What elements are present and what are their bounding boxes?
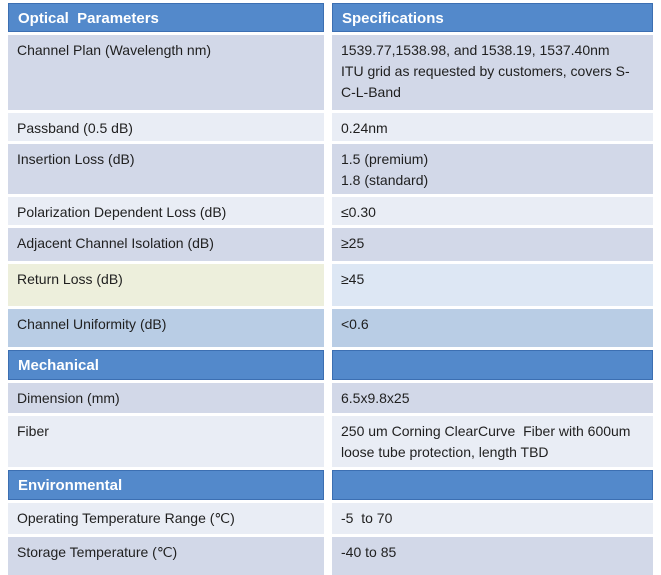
spec-cell: -5 to 70 (332, 503, 653, 534)
spec-cell: ≥45 (332, 264, 653, 306)
spec-cell: 250 um Corning ClearCurve Fiber with 600… (332, 416, 653, 467)
table-row-polarization-dependent-loss: Polarization Dependent Loss (dB) ≤0.30 (8, 197, 653, 225)
table-row-operating-temperature: Operating Temperature Range (℃) -5 to 70 (8, 503, 653, 534)
param-cell: Storage Temperature (℃) (8, 537, 324, 575)
section-title: Environmental (8, 470, 324, 500)
spec-cell: 6.5x9.8x25 (332, 383, 653, 413)
spec-cell: 1.5 (premium) 1.8 (standard) (332, 144, 653, 194)
spec-table: Optical Parameters Specifications Channe… (8, 3, 653, 575)
table-row-dimension: Dimension (mm) 6.5x9.8x25 (8, 383, 653, 413)
param-cell: Operating Temperature Range (℃) (8, 503, 324, 534)
section-header-mechanical: Mechanical (8, 350, 653, 380)
table-row-adjacent-channel-isolation: Adjacent Channel Isolation (dB) ≥25 (8, 228, 653, 261)
param-cell: Polarization Dependent Loss (dB) (8, 197, 324, 225)
table-row-passband: Passband (0.5 dB) 0.24nm (8, 113, 653, 141)
param-cell: Channel Uniformity (dB) (8, 309, 324, 347)
param-cell: Insertion Loss (dB) (8, 144, 324, 194)
section-header-environmental: Environmental (8, 470, 653, 500)
spec-cell: ≥25 (332, 228, 653, 261)
table-header-row: Optical Parameters Specifications (8, 3, 653, 32)
param-cell: Adjacent Channel Isolation (dB) (8, 228, 324, 261)
param-cell: Return Loss (dB) (8, 264, 324, 306)
spec-cell: <0.6 (332, 309, 653, 347)
column-header-optical-parameters: Optical Parameters (8, 3, 324, 32)
spec-cell: ≤0.30 (332, 197, 653, 225)
spec-cell: 1539.77,1538.98, and 1538.19, 1537.40nm … (332, 35, 653, 110)
section-title-spacer (332, 350, 653, 380)
section-title: Mechanical (8, 350, 324, 380)
spec-cell: -40 to 85 (332, 537, 653, 575)
table-row-fiber: Fiber 250 um Corning ClearCurve Fiber wi… (8, 416, 653, 467)
param-cell: Dimension (mm) (8, 383, 324, 413)
table-row-channel-plan: Channel Plan (Wavelength nm) 1539.77,153… (8, 35, 653, 110)
section-title-spacer (332, 470, 653, 500)
table-row-channel-uniformity: Channel Uniformity (dB) <0.6 (8, 309, 653, 347)
column-header-specifications: Specifications (332, 3, 653, 32)
param-cell: Passband (0.5 dB) (8, 113, 324, 141)
spec-cell: 0.24nm (332, 113, 653, 141)
param-cell: Channel Plan (Wavelength nm) (8, 35, 324, 110)
table-row-insertion-loss: Insertion Loss (dB) 1.5 (premium) 1.8 (s… (8, 144, 653, 194)
table-row-return-loss: Return Loss (dB) ≥45 (8, 264, 653, 306)
param-cell: Fiber (8, 416, 324, 467)
table-row-storage-temperature: Storage Temperature (℃) -40 to 85 (8, 537, 653, 575)
